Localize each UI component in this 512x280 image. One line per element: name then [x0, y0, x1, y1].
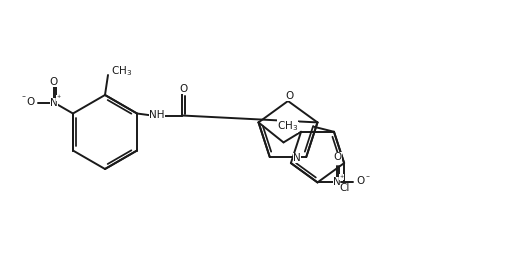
Text: N: N: [50, 97, 58, 108]
Text: $^{-}$: $^{-}$: [21, 95, 27, 101]
Text: N: N: [293, 153, 301, 163]
Text: O: O: [356, 176, 365, 186]
Text: N: N: [333, 178, 340, 187]
Text: O: O: [179, 83, 187, 94]
Text: Cl: Cl: [339, 183, 349, 193]
Text: CH$_3$: CH$_3$: [112, 64, 133, 78]
Text: N: N: [291, 122, 299, 132]
Text: $^{-}$: $^{-}$: [365, 174, 370, 180]
Text: $^{+}$: $^{+}$: [56, 95, 62, 101]
Text: O: O: [333, 152, 342, 162]
Text: O: O: [27, 97, 35, 106]
Text: O: O: [285, 91, 293, 101]
Text: O: O: [50, 76, 58, 87]
Text: CH$_3$: CH$_3$: [277, 119, 298, 133]
Text: NH: NH: [150, 109, 165, 120]
Text: $^{+}$: $^{+}$: [338, 174, 345, 180]
